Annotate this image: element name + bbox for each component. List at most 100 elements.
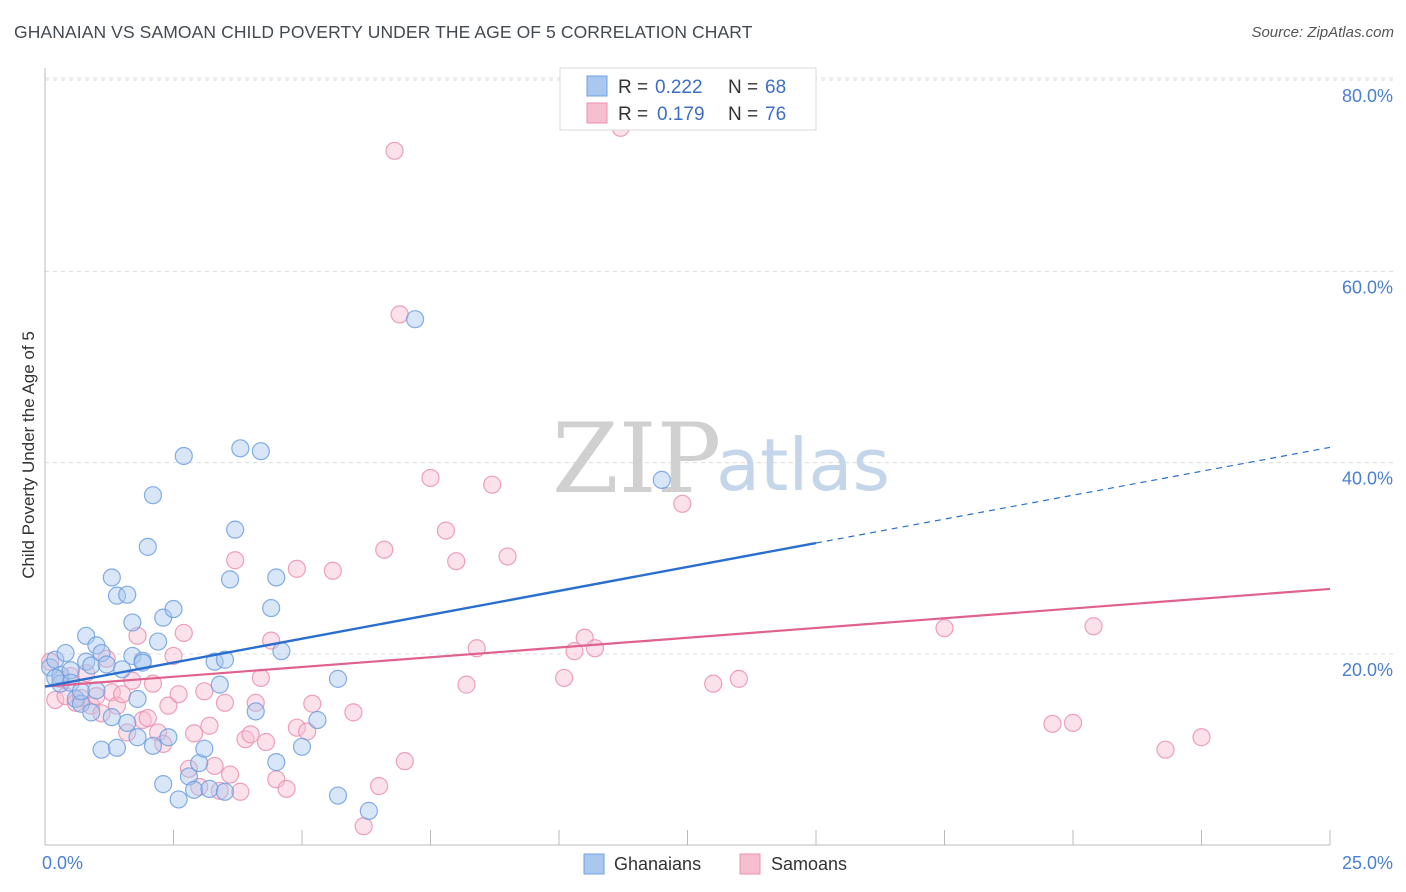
ghanaians-point <box>118 585 137 604</box>
ghanaians-point <box>143 736 163 755</box>
samoans-point <box>483 475 502 494</box>
y-tick-label: 20.0% <box>1342 660 1393 680</box>
ghanaians-point <box>138 537 157 556</box>
y-tick-label: 60.0% <box>1342 277 1393 297</box>
legend-r-label-ghanaians: R = <box>618 77 648 98</box>
samoans-point <box>46 690 65 710</box>
ghanaians-point <box>200 779 219 798</box>
ghanaians-point <box>148 632 168 651</box>
ghanaians-point <box>61 661 80 680</box>
samoans-point <box>184 724 204 743</box>
samoans-point <box>118 723 137 742</box>
ghanaians-point <box>359 801 378 820</box>
samoans-point <box>436 521 456 540</box>
samoans-point <box>179 759 199 778</box>
ghanaians-point <box>231 439 250 458</box>
samoans-point <box>421 468 440 488</box>
ghanaians-point <box>102 708 121 727</box>
y-tick-labels: 20.0% 40.0% 60.0% 80.0% <box>1342 86 1393 680</box>
samoans-point <box>1156 740 1175 759</box>
ghanaians-point <box>154 775 173 794</box>
ghanaians-point <box>92 740 111 759</box>
legend-r-value-samoans: 0.179 <box>657 104 705 125</box>
samoans-point <box>704 674 723 693</box>
chart-title: GHANAIAN VS SAMOAN CHILD POVERTY UNDER T… <box>14 22 753 42</box>
ghanaians-point <box>71 682 91 701</box>
samoans-point <box>447 552 466 571</box>
legend-n-value-ghanaians: 68 <box>765 77 786 98</box>
samoans-point <box>385 141 404 160</box>
samoans-point <box>1063 713 1083 732</box>
samoans-series <box>41 118 1211 836</box>
ghanaians-point <box>174 446 193 466</box>
legend-swatch-samoans <box>586 102 608 124</box>
ghanaians-point <box>308 710 327 730</box>
samoans-point <box>498 547 517 566</box>
ghanaians-point <box>190 753 209 773</box>
ghanaians-point <box>226 520 245 539</box>
correlation-legend: R = 0.222 N = 68 R = 0.179 N = 76 <box>559 67 817 131</box>
ghanaians-point <box>56 643 75 663</box>
legend-n-label-samoans: N = <box>728 104 758 125</box>
ghanaians-point <box>267 568 286 587</box>
samoans-point <box>354 817 373 836</box>
y-axis-label: Child Poverty Under the Age of 5 <box>19 331 38 579</box>
samoans-point <box>107 696 127 715</box>
samoans-point <box>303 694 322 713</box>
ghanaians-point <box>195 739 214 758</box>
ghanaians-series <box>41 310 671 820</box>
samoans-point <box>370 776 389 796</box>
ghanaians-point <box>652 470 671 489</box>
samoans-point <box>585 639 605 658</box>
ghanaians-point <box>210 675 229 694</box>
samoans-point <box>71 688 91 708</box>
trend-lines <box>44 446 1331 688</box>
samoans-point <box>220 765 240 784</box>
samoans-point <box>729 669 749 688</box>
ghanaians-point <box>82 703 101 722</box>
ghanaians-point <box>92 643 111 663</box>
samoans-point <box>287 718 306 737</box>
ghanaians-point <box>128 728 147 747</box>
samoans-point <box>205 756 224 776</box>
ghanaians-point <box>107 738 127 757</box>
ghanaians-point <box>169 790 188 809</box>
ghanaians-point <box>123 646 142 666</box>
gridlines <box>45 77 1393 655</box>
ghanaians-point <box>179 767 199 786</box>
ghanaians-point <box>87 681 106 700</box>
ghanaians-point <box>292 737 312 756</box>
samoans-point <box>457 675 476 694</box>
ghanaians-point <box>328 669 348 688</box>
ghanaians-point <box>82 656 101 675</box>
watermark-atlas: atlas <box>716 423 890 507</box>
ghanaians-point <box>251 442 270 461</box>
samoans-point <box>323 561 342 580</box>
samoans-point <box>164 646 183 666</box>
ghanaians-point <box>405 310 425 329</box>
ghanaians-point <box>97 655 116 674</box>
samoans-point <box>226 551 245 570</box>
bottom-legend-swatch-samoans <box>739 853 761 875</box>
samoans-trend-line <box>44 587 1331 688</box>
samoans-point <box>555 668 574 688</box>
samoans-point <box>390 305 409 324</box>
ghanaians-point <box>102 568 121 587</box>
ghanaians-point <box>272 642 291 661</box>
ghanaians-point <box>184 780 204 799</box>
samoans-point <box>1043 714 1062 733</box>
ghanaians-point <box>143 486 163 505</box>
samoans-point <box>395 752 414 771</box>
ghanaians-point <box>246 702 265 721</box>
samoans-point <box>256 732 276 752</box>
samoans-point <box>169 685 188 704</box>
ghanaians-trend-extension <box>815 446 1331 544</box>
samoans-point <box>344 703 363 722</box>
ghanaians-point <box>128 689 147 709</box>
ghanaians-point <box>215 782 234 801</box>
samoans-point <box>97 649 116 668</box>
samoans-point <box>215 693 234 712</box>
y-tick-label: 40.0% <box>1342 469 1393 489</box>
legend-n-value-samoans: 76 <box>765 104 786 125</box>
